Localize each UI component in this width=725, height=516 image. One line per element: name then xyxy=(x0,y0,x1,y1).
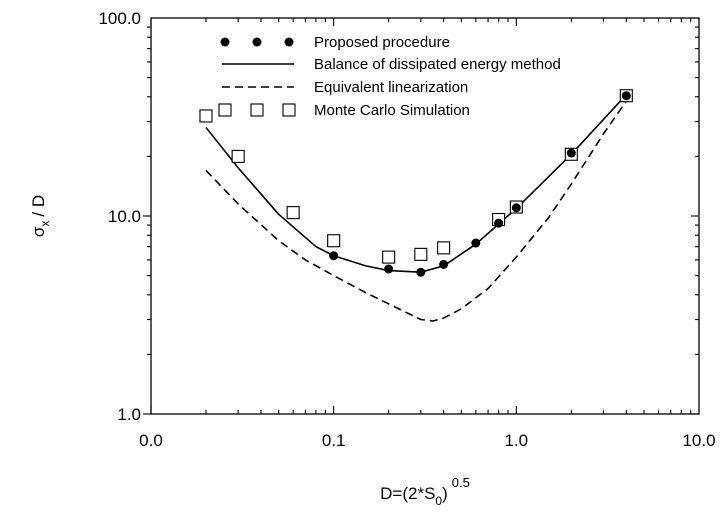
ticks-layer: 0.0 0.1 1.0 10.0 1.0 10.0 100.0 xyxy=(98,9,715,450)
legend-label: Equivalent linearization xyxy=(314,79,468,96)
data-point xyxy=(218,103,232,117)
data-point xyxy=(621,91,631,101)
data-point xyxy=(471,238,481,248)
x-tick-label: 1.0 xyxy=(505,431,529,450)
y-tick-label: 10.0 xyxy=(108,207,141,226)
x-tick-label: 0.1 xyxy=(322,431,346,450)
data-point xyxy=(220,37,230,47)
data-point xyxy=(286,206,300,220)
legend-label: Monte Carlo Simulation xyxy=(314,102,470,119)
legend: Proposed procedure Balance of dissipated … xyxy=(218,34,561,119)
legend-label: Balance of dissipated energy method xyxy=(314,56,561,73)
data-point xyxy=(252,37,262,47)
y-tick-label: 1.0 xyxy=(117,405,141,424)
x-tick-label: 10.0 xyxy=(682,431,715,450)
data-point xyxy=(566,148,576,158)
data-point xyxy=(511,203,521,213)
data-point xyxy=(327,234,341,248)
series-line-equivalent-linearization xyxy=(205,100,627,322)
legend-label: Proposed procedure xyxy=(314,34,450,51)
data-point xyxy=(384,264,394,274)
data-point xyxy=(231,149,245,163)
x-tick-label: 0.0 xyxy=(139,431,163,450)
data-point xyxy=(494,218,504,228)
data-point xyxy=(414,247,428,261)
y-tick-label: 100.0 xyxy=(98,9,141,28)
data-point xyxy=(199,109,213,123)
data-point xyxy=(382,250,396,264)
data-point xyxy=(437,241,451,255)
data-layer xyxy=(199,89,633,322)
y-axis-title: σx/ D xyxy=(29,195,52,237)
x-axis-title: D=(2*S0)0.5 xyxy=(380,475,470,508)
data-point xyxy=(416,267,426,277)
series-line-balance-method xyxy=(205,94,627,274)
data-point xyxy=(329,251,339,261)
data-point xyxy=(439,259,449,269)
data-point xyxy=(284,37,294,47)
data-point xyxy=(250,103,264,117)
plot-frame xyxy=(150,17,700,415)
data-point xyxy=(282,103,296,117)
